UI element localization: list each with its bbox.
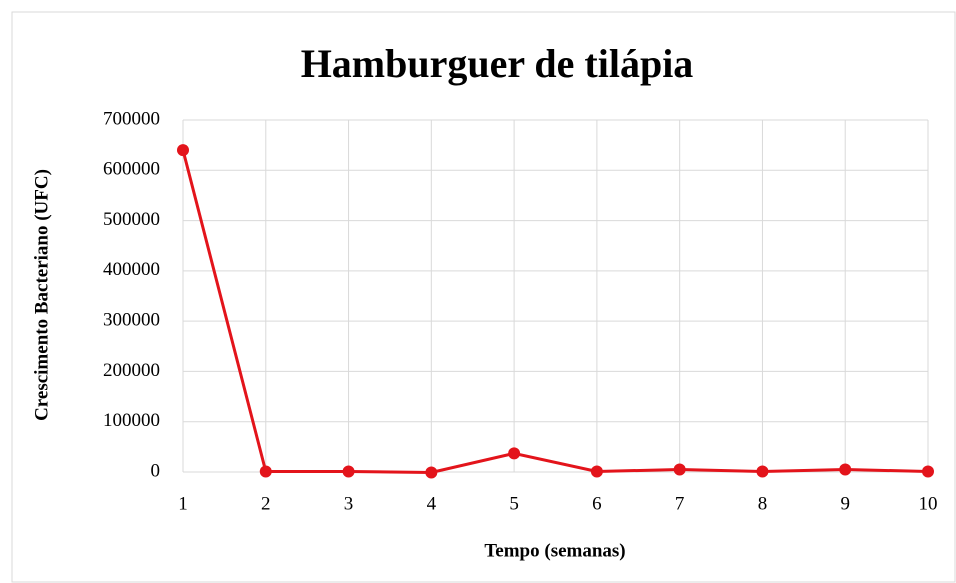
point [508, 447, 521, 460]
y-tick-label: 700000 [103, 108, 160, 129]
point [673, 463, 686, 476]
y-tick-label: 400000 [103, 259, 160, 280]
line [181, 149, 929, 475]
x-tick-label: 6 [592, 493, 602, 514]
y-tick-label: 0 [151, 460, 161, 481]
x-tick-label: 2 [261, 493, 271, 514]
x-tick-label: 1 [178, 493, 188, 514]
x-tick-label: 8 [758, 493, 768, 514]
chart-title: Hamburguer de tilápia [301, 41, 694, 86]
chart-border [11, 11, 956, 583]
y-tick-label: 600000 [103, 159, 160, 180]
x-tick-label: 7 [675, 493, 685, 514]
point [756, 465, 769, 478]
y-tick-label: 100000 [103, 410, 160, 431]
x-tick-label: 10 [919, 493, 938, 514]
point [342, 465, 355, 478]
point [425, 466, 438, 479]
x-tick-label: 3 [344, 493, 354, 514]
x-axis-label: Tempo (semanas) [484, 540, 625, 561]
y-tick-label: 300000 [103, 310, 160, 331]
y-tick-label: 500000 [103, 209, 160, 230]
y-tick-label: 200000 [103, 360, 160, 381]
point [177, 144, 189, 157]
y-axis-label: Crescimento Bacteriano (UFC) [31, 169, 52, 421]
x-tick-label: 9 [840, 493, 850, 514]
point [839, 463, 852, 476]
point [590, 465, 603, 478]
x-tick-label: 5 [509, 493, 519, 514]
point [922, 465, 934, 478]
point [259, 465, 272, 478]
x-tick-label: 4 [427, 493, 437, 514]
